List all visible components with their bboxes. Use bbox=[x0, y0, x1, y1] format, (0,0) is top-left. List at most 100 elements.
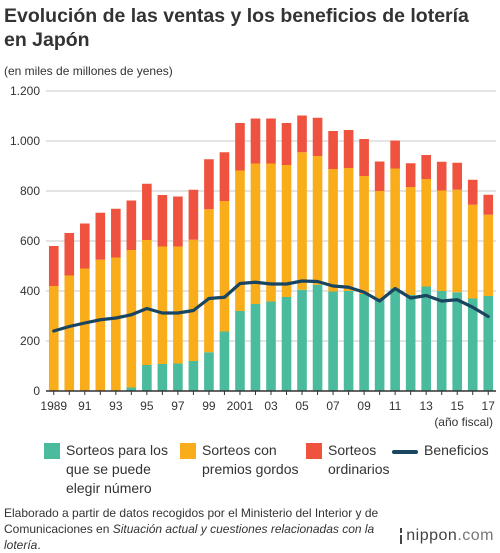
bar-numbers bbox=[390, 288, 400, 391]
x-tick-label: 09 bbox=[357, 399, 371, 413]
x-tick-label: 03 bbox=[264, 399, 278, 413]
bar-numbers bbox=[297, 289, 307, 391]
y-tick-label: 1.000 bbox=[10, 134, 40, 148]
bar-jackpot bbox=[142, 240, 152, 365]
legend-item-ordinary: Sorteos ordinarios bbox=[306, 441, 406, 479]
bar-numbers bbox=[281, 297, 292, 391]
bar-ordinary bbox=[281, 123, 292, 165]
bar-numbers bbox=[359, 294, 369, 391]
bar-ordinary bbox=[359, 139, 369, 176]
bar-ordinary bbox=[405, 163, 416, 187]
bar-jackpot bbox=[173, 246, 183, 364]
y-tick-label: 400 bbox=[20, 284, 40, 298]
bar-ordinary bbox=[343, 130, 354, 168]
bar-ordinary bbox=[483, 194, 494, 215]
x-tick-label: 93 bbox=[109, 399, 123, 413]
bar-ordinary bbox=[374, 161, 385, 191]
legend-swatch-numbers bbox=[44, 443, 60, 459]
bar-jackpot bbox=[95, 259, 106, 391]
legend-label-numbers: Sorteos para los que se puede elegir núm… bbox=[66, 442, 168, 496]
x-tick-label: 1989 bbox=[40, 399, 67, 413]
bar-jackpot bbox=[421, 179, 431, 287]
y-tick-label: 0 bbox=[33, 384, 40, 398]
bar-numbers bbox=[467, 298, 478, 391]
bar-jackpot bbox=[281, 165, 292, 297]
bar-ordinary bbox=[250, 118, 261, 164]
bar-jackpot bbox=[467, 204, 478, 299]
legend-swatch-profit bbox=[392, 450, 418, 454]
bar-ordinary bbox=[390, 140, 400, 169]
bar-numbers bbox=[188, 361, 199, 391]
bar-ordinary bbox=[328, 131, 338, 169]
source-note: Elaborado a partir de datos recogidos po… bbox=[4, 505, 394, 553]
bar-jackpot bbox=[297, 152, 307, 290]
bar-ordinary bbox=[95, 212, 106, 260]
bar-numbers bbox=[142, 365, 152, 391]
bar-layer bbox=[48, 115, 494, 391]
bar-numbers bbox=[126, 387, 137, 391]
bar-numbers bbox=[343, 291, 354, 391]
bar-ordinary bbox=[436, 161, 447, 191]
bar-ordinary bbox=[142, 183, 152, 240]
y-tick-label: 1.200 bbox=[10, 84, 40, 98]
chart: 0 200 400 600 800 1.000 1.200 1989 91 93 95 97 99 200… bbox=[10, 84, 496, 429]
bar-numbers bbox=[483, 296, 494, 391]
bar-numbers bbox=[219, 331, 230, 391]
bar-numbers bbox=[436, 291, 447, 391]
bar-numbers bbox=[204, 352, 214, 391]
bar-ordinary bbox=[157, 195, 168, 247]
bar-jackpot bbox=[64, 275, 75, 391]
bar-jackpot bbox=[250, 163, 261, 304]
bar-ordinary bbox=[467, 179, 478, 205]
bar-jackpot bbox=[79, 268, 90, 391]
x-tick-label: 07 bbox=[326, 399, 340, 413]
bar-jackpot bbox=[328, 169, 338, 292]
x-tick-label: 99 bbox=[202, 399, 216, 413]
bar-ordinary bbox=[297, 115, 307, 153]
x-tick-label: 2001 bbox=[227, 399, 254, 413]
chart-title: Evolución de las ventas y los beneficios… bbox=[4, 5, 469, 51]
bar-jackpot bbox=[452, 189, 463, 293]
bar-ordinary bbox=[188, 189, 199, 240]
brand-mark-icon bbox=[400, 528, 404, 544]
bar-ordinary bbox=[126, 200, 137, 250]
bar-jackpot bbox=[359, 176, 369, 294]
x-tick-label: 11 bbox=[389, 399, 402, 413]
bar-ordinary bbox=[235, 123, 245, 171]
bar-jackpot bbox=[374, 191, 385, 299]
bar-numbers bbox=[157, 364, 168, 391]
brand-name: nippon bbox=[406, 527, 458, 544]
bar-jackpot bbox=[483, 214, 494, 296]
x-tick-label: 13 bbox=[419, 399, 433, 413]
unit-label: (en miles de millones de yenes) bbox=[4, 64, 173, 78]
bar-numbers bbox=[235, 311, 245, 391]
bar-numbers bbox=[374, 298, 385, 391]
bar-numbers bbox=[173, 363, 183, 391]
bar-jackpot bbox=[48, 286, 59, 391]
bar-jackpot bbox=[219, 201, 230, 332]
legend-swatch-ordinary bbox=[306, 443, 322, 459]
bar-ordinary bbox=[64, 233, 75, 276]
bar-jackpot bbox=[405, 187, 416, 295]
x-tick-label: 95 bbox=[140, 399, 154, 413]
source-title: Situación actual y cuestiones relacionad… bbox=[4, 522, 375, 552]
legend-label-profit: Beneficios bbox=[424, 442, 489, 458]
bar-ordinary bbox=[204, 159, 214, 210]
bar-jackpot bbox=[390, 168, 400, 289]
brand-domain: .com bbox=[457, 527, 494, 544]
legend-item-jackpot: Sorteos con premios gordos bbox=[180, 441, 308, 479]
bar-jackpot bbox=[312, 156, 323, 285]
bar-jackpot bbox=[111, 257, 121, 391]
bar-jackpot bbox=[126, 250, 137, 388]
bar-numbers bbox=[328, 291, 338, 391]
bar-ordinary bbox=[421, 155, 431, 179]
bar-numbers bbox=[312, 284, 323, 391]
y-tick-label: 800 bbox=[20, 184, 40, 198]
bar-numbers bbox=[452, 292, 463, 391]
bar-ordinary bbox=[312, 117, 323, 156]
bar-ordinary bbox=[111, 208, 121, 258]
line-layer bbox=[52, 279, 490, 333]
source-suffix: . bbox=[37, 538, 41, 552]
axis-layer: 0 200 400 600 800 1.000 1.200 1989 91 93 95 97 99 200… bbox=[10, 84, 496, 413]
x-tick-label: 05 bbox=[295, 399, 309, 413]
